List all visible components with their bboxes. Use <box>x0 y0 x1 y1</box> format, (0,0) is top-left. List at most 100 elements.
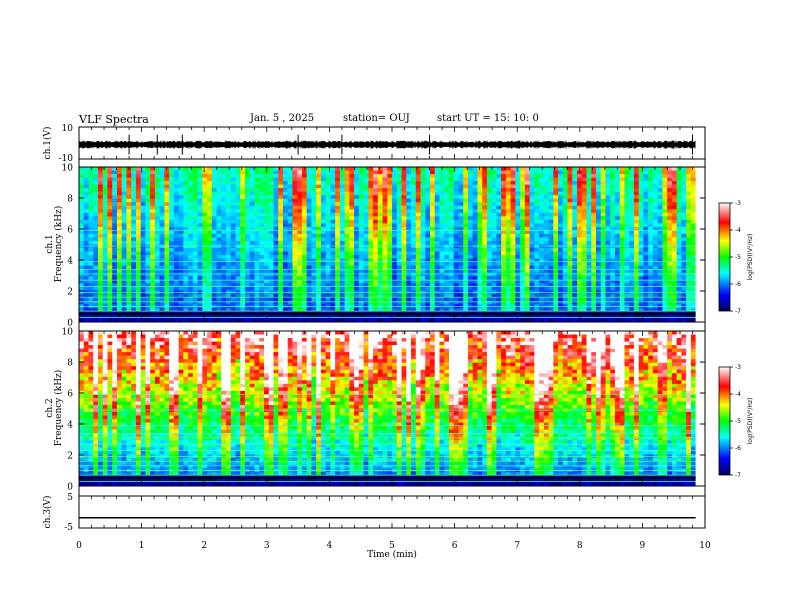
ch1-spectrogram-cell <box>278 272 284 277</box>
ch1-spectrogram-cell <box>358 237 364 242</box>
ch1-spectrogram-cell <box>420 209 426 214</box>
ch1-spectrogram-cell <box>477 265 483 270</box>
ch1-spectrogram-cell <box>292 219 298 224</box>
ch1-spectrogram-cell <box>173 216 179 221</box>
ch1-spectrogram-cell <box>221 174 227 178</box>
ch1-spectrogram-cell <box>358 177 364 182</box>
ch1-spectrogram-cell <box>126 195 132 200</box>
ch1-spectrogram-cell <box>524 184 530 189</box>
ch1-spectrogram-cell <box>330 188 336 193</box>
ch1-spectrogram-cell <box>154 181 161 186</box>
ch1-spectrogram-cell <box>254 212 260 217</box>
ch1-spectrogram-cell <box>235 198 241 203</box>
ch1-spectrogram-cell <box>657 262 663 267</box>
ch1-spectrogram-cell <box>235 279 241 284</box>
ch1-spectrogram-cell <box>178 283 184 288</box>
ch1-spectrogram-cell <box>292 297 298 302</box>
ch1-spectrogram-cell <box>145 265 151 270</box>
ch1-spectrogram-cell <box>221 262 227 267</box>
ch1-spectrogram-cell <box>648 276 654 281</box>
ch1-spectrogram-cell <box>596 230 602 235</box>
ch1-spectrogram-cell <box>116 209 123 214</box>
ch1-spectrogram-cell <box>268 286 274 291</box>
ch1-spectrogram-cell <box>112 248 118 252</box>
ch1-spectrogram-cell <box>188 233 194 238</box>
ch1-spectrogram-cell <box>197 258 203 263</box>
ch1-spectrogram-cell <box>467 188 474 193</box>
ch1-spectrogram-cell <box>411 237 417 242</box>
ch1-spectrogram-cell <box>349 191 355 196</box>
ch1-spectrogram-cell <box>183 244 189 249</box>
ch1-spectrogram-cell <box>586 212 592 217</box>
ch1-spectrogram-cell <box>140 276 146 281</box>
ch1-spectrogram-cell <box>301 269 308 274</box>
ch1-spectrogram-cell <box>629 198 635 203</box>
ch1-spectrogram-cell <box>429 251 436 256</box>
ch1-spectrogram-cell <box>335 223 341 228</box>
ch1-spectrogram-cell <box>316 279 322 284</box>
ch1-spectrogram-cell <box>197 216 203 221</box>
ch1-spectrogram-cell <box>235 216 241 221</box>
ch1-spectrogram-cell <box>567 167 573 171</box>
ch1-spectrogram-cell <box>150 297 156 302</box>
ch1-spectrogram-cell <box>686 170 692 175</box>
ch1-spectrogram-cell <box>221 255 227 259</box>
ch1-spectrogram-cell <box>496 219 502 224</box>
ch1-spectrogram-cell <box>434 265 440 270</box>
ch1-spectrogram-cell <box>373 167 379 171</box>
ch1-spectrogram-cell <box>553 237 559 242</box>
ch1-spectrogram-cell <box>131 195 137 200</box>
ch1-spectrogram-cell <box>287 255 293 259</box>
ch1-spectrogram-cell <box>354 237 360 242</box>
ch1-spectrogram-cell <box>226 258 232 263</box>
ch1-spectrogram-cell <box>131 184 137 189</box>
ch1-spectrogram-cell <box>278 198 284 203</box>
ch1-spectrogram-cell <box>562 286 568 291</box>
ch1-spectrogram-cell <box>273 269 279 274</box>
ch1-spectrogram-cell <box>145 248 151 252</box>
ch1-spectrogram-cell <box>496 195 502 200</box>
ch1-spectrogram-cell <box>263 269 270 274</box>
ch1-spectrogram-cell <box>207 276 213 281</box>
ch1-spectrogram-cell <box>657 293 663 298</box>
ch1-spectrogram-cell <box>154 240 161 245</box>
ch1-spectrogram-cell <box>434 248 440 252</box>
ch1-spectrogram-cell <box>567 262 573 267</box>
ch1-spectrogram-cell <box>676 276 682 281</box>
ch1-spectrogram-cell <box>79 212 85 217</box>
ch1-spectrogram-cell <box>373 216 379 221</box>
ch1-spectrogram-cell <box>567 181 573 186</box>
ch1-spectrogram-cell <box>230 198 236 203</box>
ch1-spectrogram-cell <box>429 188 436 193</box>
ch1-spectrogram-cell <box>662 205 668 210</box>
ch1-spectrogram-cell <box>605 191 611 196</box>
ch1-spectrogram-cell <box>396 167 402 171</box>
ch1-spectrogram-cell <box>230 195 236 200</box>
ch1-spectrogram-cell <box>411 181 417 186</box>
ch1-spectrogram-cell <box>273 297 279 302</box>
ch1-spectrogram-cell <box>463 195 469 200</box>
ch1-spectrogram-cell <box>600 286 606 291</box>
ch1-spectrogram-cell <box>112 240 118 245</box>
ch1-spectrogram-cell <box>629 293 635 298</box>
ch1-spectrogram-cell <box>505 226 512 231</box>
ch1-spectrogram-cell <box>472 209 478 214</box>
ch1-spectrogram-cell <box>254 216 260 221</box>
ch1-spectrogram-cell <box>643 251 649 256</box>
ch1-spectrogram-cell <box>676 233 682 238</box>
ch1-spectrogram-cell <box>316 181 322 186</box>
ch1-spectrogram-cell <box>501 191 507 196</box>
ch1-spectrogram-cell <box>259 198 265 203</box>
ch1-spectrogram-cell <box>278 170 284 175</box>
ch1-spectrogram-cell <box>600 191 606 196</box>
ch1-spectrogram-cell <box>415 202 421 207</box>
ch1-spectrogram-cell <box>690 244 697 249</box>
ch1-spectrogram-cell <box>411 188 417 193</box>
ch1-spectrogram-cell <box>164 251 170 256</box>
ch1-spectrogram-cell <box>88 188 94 193</box>
ch1-spectrogram-cell <box>629 174 635 178</box>
ch1-spectrogram-cell <box>406 184 412 189</box>
ch1-spectrogram-cell <box>330 269 336 274</box>
ch1-spectrogram-cell <box>411 170 417 175</box>
ch1-spectrogram-cell <box>496 272 502 277</box>
